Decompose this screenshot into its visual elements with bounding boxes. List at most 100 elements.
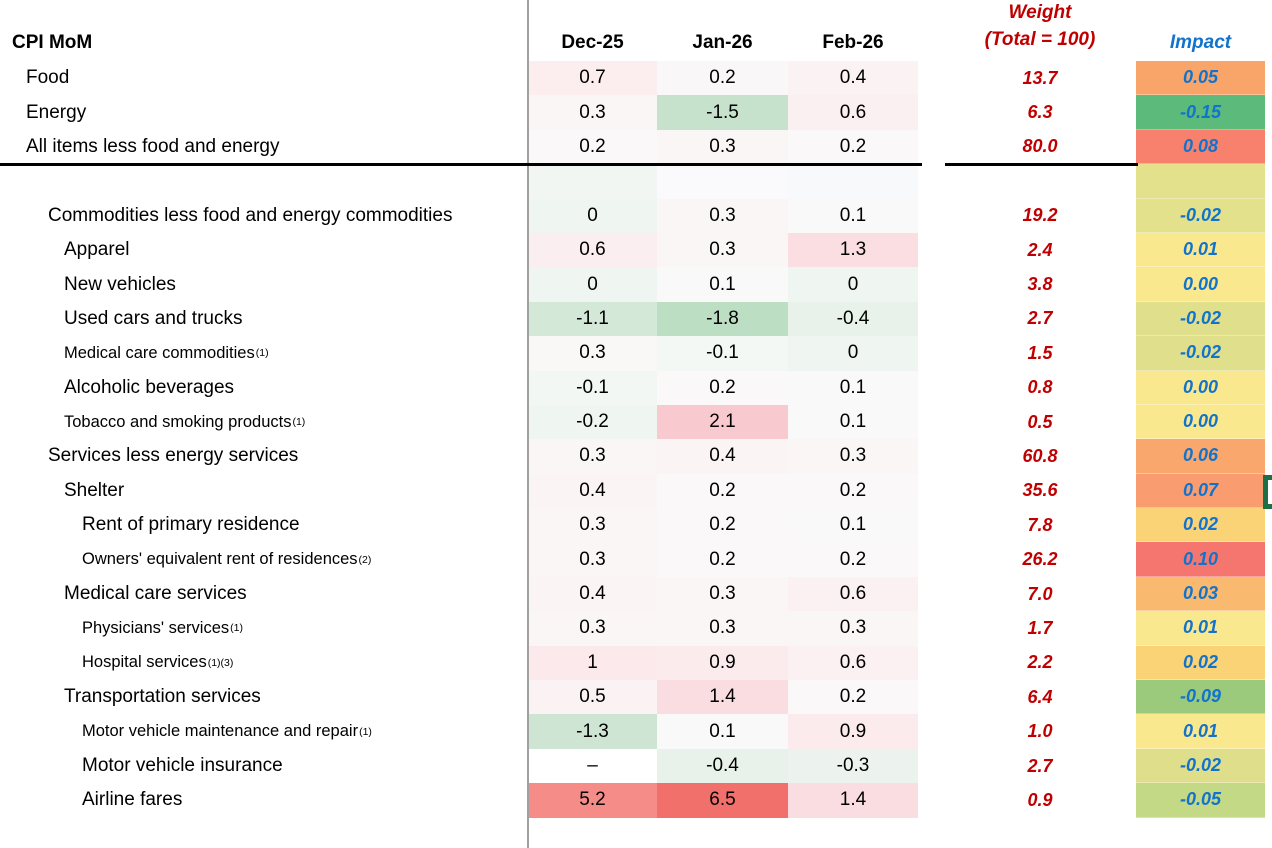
impact-cell[interactable]: 0.01 bbox=[1136, 714, 1265, 749]
value-cell-feb[interactable]: 0.1 bbox=[788, 404, 918, 440]
impact-cell[interactable]: 0.02 bbox=[1136, 645, 1265, 681]
value-cell-jan[interactable]: 0.2 bbox=[657, 542, 788, 577]
value-cell-dec[interactable]: 0.4 bbox=[528, 576, 657, 612]
value-cell-dec[interactable]: 0.3 bbox=[528, 439, 657, 474]
impact-cell[interactable]: -0.02 bbox=[1136, 198, 1265, 233]
row-label[interactable]: Hospital services (1)(3) bbox=[82, 653, 234, 672]
value-cell-feb[interactable]: 0.6 bbox=[788, 645, 918, 681]
weight-cell[interactable]: 26.2 bbox=[1022, 549, 1058, 570]
value-cell-feb[interactable]: 0.2 bbox=[788, 542, 918, 577]
value-cell-dec[interactable]: – bbox=[528, 748, 657, 784]
weight-cell[interactable]: 6.3 bbox=[1027, 102, 1053, 123]
value-cell-jan[interactable]: -0.1 bbox=[657, 336, 788, 371]
row-label[interactable]: Owners' equivalent rent of residences (2) bbox=[82, 550, 372, 569]
weight-cell[interactable]: 7.0 bbox=[1027, 583, 1053, 604]
row-label[interactable]: Commodities less food and energy commodi… bbox=[48, 204, 453, 226]
value-cell-jan[interactable] bbox=[657, 164, 788, 199]
column-header-feb26[interactable]: Feb-26 bbox=[822, 32, 884, 53]
weight-cell[interactable]: 2.7 bbox=[1027, 308, 1053, 329]
weight-cell[interactable]: 1.5 bbox=[1027, 342, 1053, 363]
value-cell-feb[interactable]: 0.3 bbox=[788, 439, 918, 474]
value-cell-jan[interactable]: 0.1 bbox=[657, 714, 788, 749]
value-cell-dec[interactable]: 0.3 bbox=[528, 611, 657, 646]
weight-cell[interactable]: 0.5 bbox=[1027, 411, 1053, 432]
value-cell-dec[interactable]: 0.7 bbox=[528, 61, 657, 96]
value-cell-feb[interactable]: 1.3 bbox=[788, 232, 918, 268]
row-label[interactable]: Transportation services bbox=[64, 686, 261, 708]
value-cell-jan[interactable]: 0.3 bbox=[657, 611, 788, 646]
value-cell-jan[interactable]: 0.2 bbox=[657, 473, 788, 509]
value-cell-jan[interactable]: 0.3 bbox=[657, 576, 788, 612]
row-label[interactable]: Medical care services bbox=[64, 583, 247, 605]
impact-cell[interactable]: 0.01 bbox=[1136, 232, 1265, 268]
value-cell-dec[interactable]: 0.6 bbox=[528, 232, 657, 268]
value-cell-jan[interactable]: 0.4 bbox=[657, 439, 788, 474]
weight-cell[interactable]: 0.9 bbox=[1027, 789, 1053, 810]
value-cell-feb[interactable]: 0.6 bbox=[788, 576, 918, 612]
value-cell-jan[interactable]: 0.3 bbox=[657, 198, 788, 233]
column-header-weight[interactable]: Weight (Total = 100) bbox=[944, 0, 1136, 61]
value-cell-jan[interactable]: 0.1 bbox=[657, 267, 788, 302]
value-cell-jan[interactable]: 0.2 bbox=[657, 508, 788, 543]
impact-cell[interactable] bbox=[1136, 164, 1265, 199]
weight-cell[interactable]: 3.8 bbox=[1027, 274, 1053, 295]
impact-cell[interactable]: -0.02 bbox=[1136, 301, 1265, 337]
value-cell-dec[interactable]: 0.2 bbox=[528, 129, 657, 165]
impact-cell[interactable]: 0.07 bbox=[1136, 473, 1265, 509]
weight-cell[interactable]: 2.2 bbox=[1027, 652, 1053, 673]
value-cell-dec[interactable]: 0.5 bbox=[528, 680, 657, 715]
value-cell-jan[interactable]: 0.2 bbox=[657, 61, 788, 96]
row-label[interactable]: Services less energy services bbox=[48, 445, 299, 467]
value-cell-feb[interactable]: -0.4 bbox=[788, 301, 918, 337]
value-cell-feb[interactable]: 0.4 bbox=[788, 61, 918, 96]
impact-cell[interactable]: -0.05 bbox=[1136, 783, 1265, 818]
impact-cell[interactable]: -0.02 bbox=[1136, 748, 1265, 784]
row-label[interactable]: Motor vehicle insurance bbox=[82, 755, 283, 776]
frozen-pane-divider[interactable] bbox=[527, 0, 529, 848]
value-cell-feb[interactable]: 0.1 bbox=[788, 198, 918, 233]
value-cell-feb[interactable] bbox=[788, 164, 918, 199]
column-header-impact[interactable]: Impact bbox=[1169, 32, 1232, 53]
value-cell-feb[interactable]: 0.6 bbox=[788, 95, 918, 130]
weight-cell[interactable]: 1.7 bbox=[1027, 617, 1053, 638]
value-cell-feb[interactable]: 0.2 bbox=[788, 129, 918, 165]
value-cell-dec[interactable]: -1.3 bbox=[528, 714, 657, 749]
value-cell-jan[interactable]: -1.5 bbox=[657, 95, 788, 130]
value-cell-dec[interactable]: -0.2 bbox=[528, 404, 657, 440]
value-cell-dec[interactable]: 1 bbox=[528, 645, 657, 681]
value-cell-feb[interactable]: 0.1 bbox=[788, 370, 918, 405]
impact-cell[interactable]: 0.03 bbox=[1136, 576, 1265, 612]
value-cell-jan[interactable]: 0.3 bbox=[657, 129, 788, 165]
row-label[interactable]: Medical care commodities (1) bbox=[64, 343, 269, 362]
value-cell-feb[interactable]: 0 bbox=[788, 336, 918, 371]
weight-cell[interactable]: 60.8 bbox=[1022, 445, 1058, 466]
impact-cell[interactable]: 0.00 bbox=[1136, 267, 1265, 302]
impact-cell[interactable]: 0.01 bbox=[1136, 611, 1265, 646]
row-label[interactable]: Energy bbox=[26, 101, 87, 123]
weight-cell[interactable]: 0.8 bbox=[1027, 377, 1053, 398]
impact-cell[interactable]: -0.09 bbox=[1136, 680, 1265, 715]
value-cell-dec[interactable]: 0.4 bbox=[528, 473, 657, 509]
weight-cell[interactable]: 1.0 bbox=[1027, 721, 1053, 742]
row-label[interactable]: Motor vehicle maintenance and repair (1) bbox=[82, 722, 372, 741]
value-cell-jan[interactable]: -1.8 bbox=[657, 301, 788, 337]
value-cell-dec[interactable]: 0.3 bbox=[528, 542, 657, 577]
value-cell-feb[interactable]: 0.3 bbox=[788, 611, 918, 646]
column-header-jan26[interactable]: Jan-26 bbox=[692, 32, 753, 53]
value-cell-dec[interactable] bbox=[528, 164, 657, 199]
row-label[interactable]: Alcoholic beverages bbox=[64, 376, 235, 398]
impact-cell[interactable]: -0.15 bbox=[1136, 95, 1265, 130]
impact-cell[interactable]: 0.00 bbox=[1136, 370, 1265, 405]
value-cell-jan[interactable]: -0.4 bbox=[657, 748, 788, 784]
value-cell-jan[interactable]: 1.4 bbox=[657, 680, 788, 715]
impact-cell[interactable]: 0.08 bbox=[1136, 129, 1265, 165]
weight-cell[interactable]: 7.8 bbox=[1027, 514, 1053, 535]
row-label[interactable]: All items less food and energy bbox=[26, 135, 280, 157]
value-cell-feb[interactable]: 0 bbox=[788, 267, 918, 302]
value-cell-jan[interactable]: 2.1 bbox=[657, 404, 788, 440]
value-cell-jan[interactable]: 0.9 bbox=[657, 645, 788, 681]
row-label[interactable]: Used cars and trucks bbox=[64, 307, 243, 329]
row-label[interactable]: Food bbox=[26, 67, 70, 89]
weight-cell[interactable]: 2.7 bbox=[1027, 755, 1053, 776]
value-cell-jan[interactable]: 0.3 bbox=[657, 232, 788, 268]
